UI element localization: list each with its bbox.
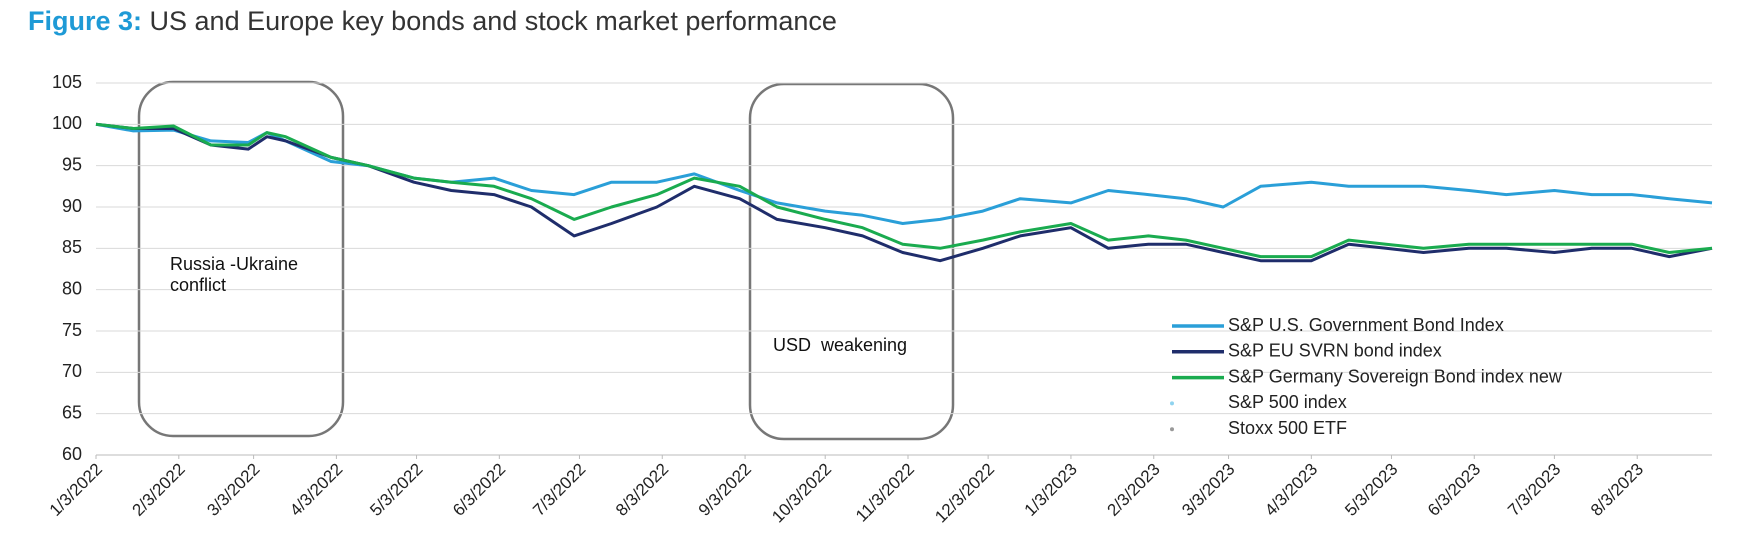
legend-label: S&P U.S. Government Bond Index <box>1228 315 1504 335</box>
x-tick-label: 3/3/2022 <box>203 460 263 520</box>
x-tick-label: 8/3/2022 <box>612 460 672 520</box>
legend-label: S&P 500 index <box>1228 392 1347 412</box>
x-tick-label: 8/3/2023 <box>1587 460 1647 520</box>
series-line <box>95 122 1713 259</box>
x-tick-label: 9/3/2022 <box>695 460 755 520</box>
x-tick-label: 4/3/2022 <box>286 460 346 520</box>
y-tick-label: 95 <box>62 154 82 174</box>
legend-swatch <box>1170 427 1174 432</box>
y-tick-label: 80 <box>62 278 82 298</box>
figure-label: Figure 3: <box>28 6 143 36</box>
x-tick-label: 4/3/2023 <box>1261 460 1321 520</box>
y-tick-label: 60 <box>62 444 82 464</box>
x-tick-label: 6/3/2023 <box>1424 460 1484 520</box>
x-tick-label: 1/3/2023 <box>1021 460 1081 520</box>
title-block: Figure 3: US and Europe key bonds and st… <box>28 6 837 37</box>
x-tick-label: 10/3/2022 <box>768 460 835 527</box>
y-tick-label: 85 <box>62 237 82 257</box>
y-tick-label: 70 <box>62 361 82 381</box>
x-tick-label: 3/3/2023 <box>1178 460 1238 520</box>
x-tick-label: 5/3/2023 <box>1341 460 1401 520</box>
x-tick-label: 11/3/2022 <box>852 460 918 526</box>
x-tick-label: 5/3/2022 <box>366 460 426 520</box>
x-tick-label: 2/3/2022 <box>129 460 189 520</box>
series-line <box>95 122 1713 263</box>
chart-title: US and Europe key bonds and stock market… <box>149 6 837 36</box>
annotation-box <box>137 80 345 438</box>
y-tick-label: 90 <box>62 196 82 216</box>
annotation: USD weakening <box>773 335 908 355</box>
y-tick-label: 105 <box>52 72 82 92</box>
x-tick-label: 7/3/2023 <box>1504 460 1564 520</box>
series-line <box>95 122 1713 225</box>
annotation-box <box>748 82 955 441</box>
x-tick-label: 6/3/2022 <box>449 460 509 520</box>
x-tick-label: 1/3/2022 <box>46 460 106 520</box>
x-tick-label: 2/3/2023 <box>1104 460 1164 520</box>
y-tick-label: 75 <box>62 320 82 340</box>
annotation: Russia -Ukraine conflict <box>170 254 299 295</box>
legend-label: S&P Germany Sovereign Bond index new <box>1228 366 1563 386</box>
y-tick-label: 100 <box>52 113 82 133</box>
x-tick-label: 12/3/2022 <box>931 460 998 527</box>
legend-swatch <box>1170 401 1174 406</box>
legend-label: Stoxx 500 ETF <box>1228 418 1347 438</box>
x-tick-label: 7/3/2022 <box>529 460 589 520</box>
y-tick-label: 65 <box>62 402 82 422</box>
legend-label: S&P EU SVRN bond index <box>1228 341 1442 361</box>
